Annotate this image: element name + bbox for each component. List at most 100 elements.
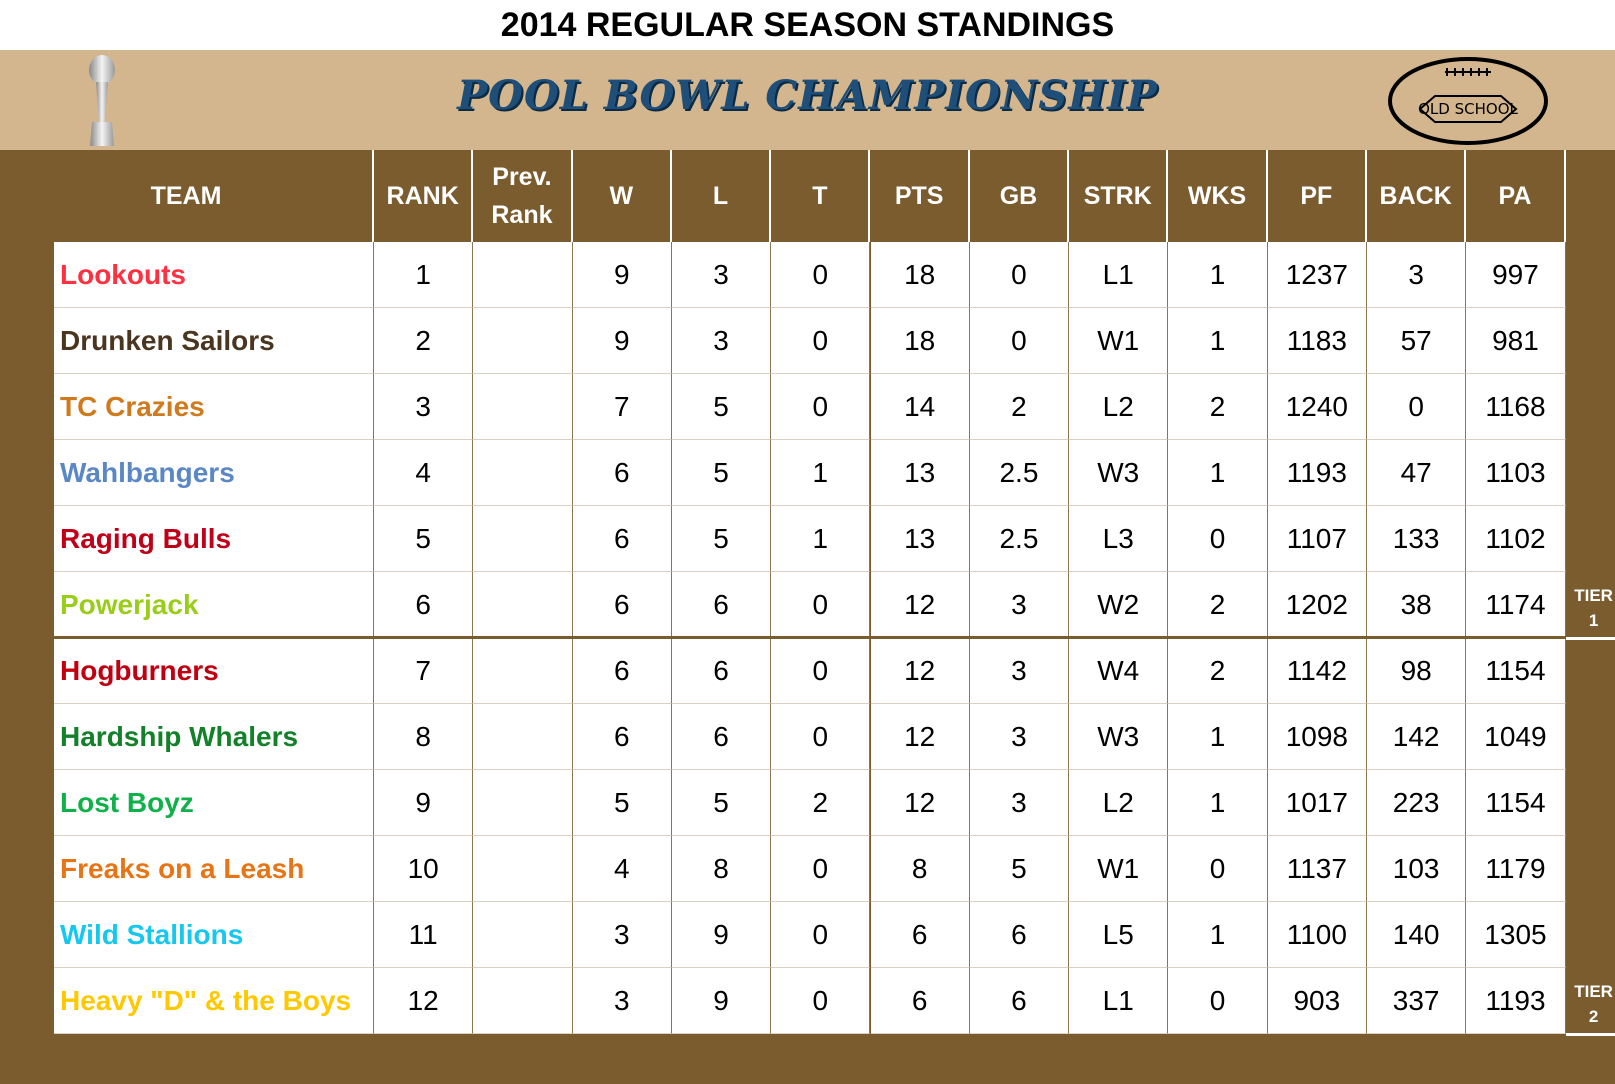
stat-cell: L3 [1069,506,1169,572]
stat-cell: 0 [771,572,871,638]
stat-cell: 12 [870,572,970,638]
stat-cell: 0 [771,638,871,704]
stat-cell: 6 [870,902,970,968]
stat-cell: 9 [572,308,672,374]
stat-cell: 3 [572,902,672,968]
stat-cell: 5 [374,506,474,572]
stat-cell: W3 [1069,704,1169,770]
stat-cell: 0 [969,242,1070,308]
stat-cell: 1107 [1267,506,1367,572]
stat-cell: 981 [1466,308,1566,374]
stat-cell: 2 [771,770,871,836]
stat-cell: 223 [1367,770,1467,836]
stat-cell: 1049 [1466,704,1566,770]
stat-cell [473,968,573,1034]
logo-text: OLD SCHOOL [1418,100,1518,118]
stat-cell: 0 [1168,506,1268,572]
stat-cell: 12 [374,968,474,1034]
stat-cell: 6 [671,638,772,704]
stat-cell: 6 [572,638,672,704]
column-header: RANK [374,150,474,242]
stat-cell: 6 [374,572,474,638]
stat-cell: 1 [1168,440,1268,506]
stat-cell: 98 [1367,638,1467,704]
stat-cell: 2 [374,308,474,374]
stat-cell: 337 [1367,968,1467,1034]
column-header: T [771,150,871,242]
stat-cell: 1237 [1267,242,1367,308]
stat-cell: 7 [374,638,474,704]
stat-cell: 9 [671,902,772,968]
column-header: WKS [1168,150,1268,242]
team-name: Lookouts [54,242,374,308]
stat-cell: 9 [671,968,772,1034]
stat-cell [473,572,573,638]
stat-cell [473,704,573,770]
stat-cell: 1240 [1267,374,1367,440]
stat-cell: 1168 [1466,374,1566,440]
stat-cell: 9 [572,242,672,308]
stat-cell: 13 [870,440,970,506]
team-name: Lost Boyz [54,770,374,836]
stat-cell: 4 [572,836,672,902]
stat-cell: 8 [374,704,474,770]
stat-cell: 1 [771,440,871,506]
stat-cell: 1 [1168,770,1268,836]
logo: OLD SCHOOL [1388,57,1548,145]
stat-cell: 6 [870,968,970,1034]
stat-cell: 6 [572,572,672,638]
stat-cell: 6 [572,506,672,572]
stat-cell: 2 [1168,638,1268,704]
stat-cell: 47 [1367,440,1467,506]
stat-cell: 2.5 [969,506,1070,572]
stat-cell: 103 [1367,836,1467,902]
stat-cell: 7 [572,374,672,440]
stat-cell: 57 [1367,308,1467,374]
stat-cell: 0 [771,968,871,1034]
stat-cell: 12 [870,704,970,770]
banner: POOL BOWL CHAMPIONSHIP OLD SCHOOL [0,50,1615,150]
stat-cell: 6 [572,440,672,506]
stat-cell: 1102 [1466,506,1566,572]
stat-cell: L5 [1069,902,1169,968]
stat-cell: 1103 [1466,440,1566,506]
stat-cell: 1202 [1267,572,1367,638]
stat-cell: 11 [374,902,474,968]
stat-cell: 133 [1367,506,1467,572]
team-name: Powerjack [54,572,374,638]
stat-cell: 4 [374,440,474,506]
stat-cell: W1 [1069,836,1169,902]
stat-cell: 2 [969,374,1070,440]
stat-cell: 5 [572,770,672,836]
stat-cell: 1193 [1466,968,1566,1034]
stat-cell: 2 [1168,374,1268,440]
column-header: L [672,150,772,242]
stat-cell: 5 [671,374,772,440]
column-header: W [573,150,672,242]
stat-cell: 0 [771,308,871,374]
stat-cell [473,374,573,440]
team-name: Hardship Whalers [54,704,374,770]
stat-cell: 12 [870,638,970,704]
stat-cell: 997 [1466,242,1566,308]
stat-cell: 5 [671,770,772,836]
stat-cell: W2 [1069,572,1169,638]
stat-cell: 1 [1168,902,1268,968]
stat-cell: 6 [572,704,672,770]
team-name: Freaks on a Leash [54,836,374,902]
stat-cell: 5 [969,836,1070,902]
stat-cell: 1 [771,506,871,572]
column-header: BACK [1367,150,1467,242]
stat-cell: 3 [969,572,1070,638]
column-header: PA [1466,150,1566,242]
stat-cell: 1 [374,242,474,308]
banner-title: POOL BOWL CHAMPIONSHIP [457,72,1158,119]
tier-underline [1565,1033,1615,1036]
stat-cell [473,770,573,836]
stat-cell: 0 [1168,836,1268,902]
stat-cell [473,506,573,572]
stat-cell: L2 [1069,770,1169,836]
stat-cell: W3 [1069,440,1169,506]
stat-cell: 6 [671,572,772,638]
